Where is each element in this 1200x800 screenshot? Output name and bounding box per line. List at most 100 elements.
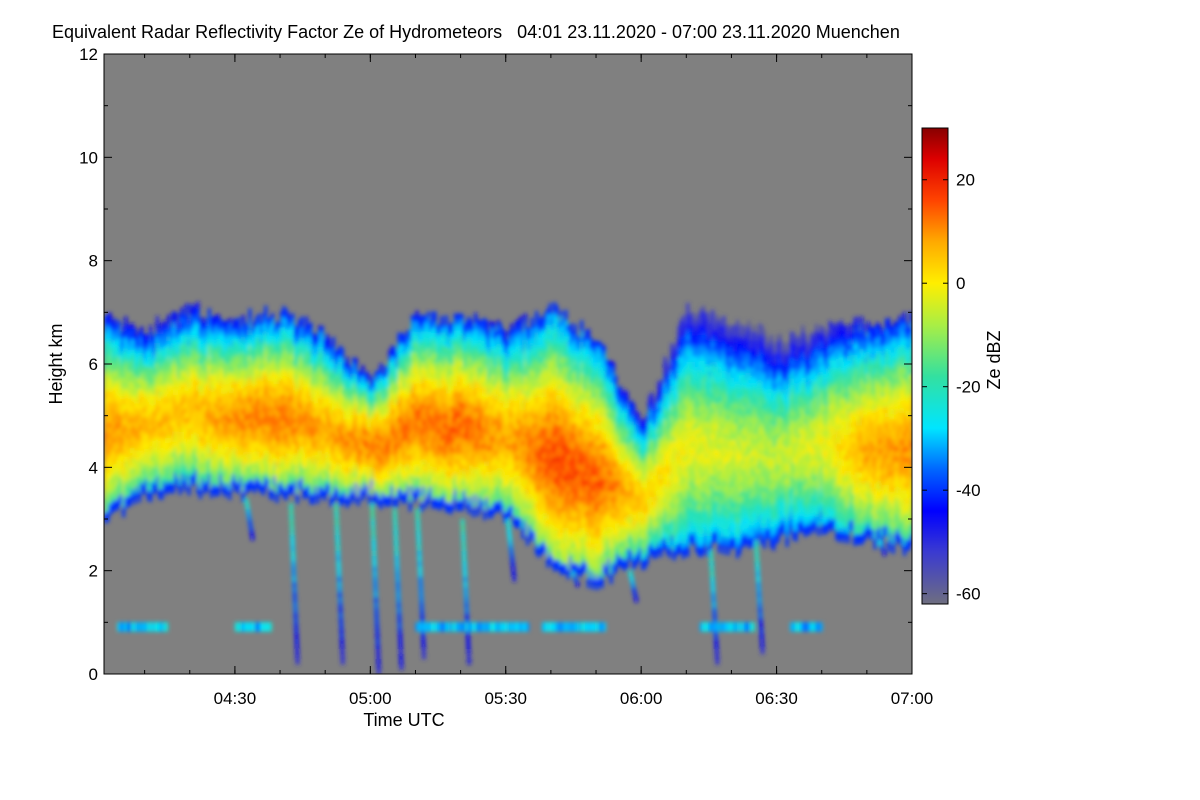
reflectivity-cell: [257, 411, 261, 418]
reflectivity-cell: [205, 454, 209, 461]
reflectivity-cell: [320, 372, 324, 379]
reflectivity-cell: [361, 401, 365, 408]
reflectivity-cell: [300, 337, 304, 344]
reflectivity-cell: [214, 413, 218, 420]
reflectivity-cell: [388, 453, 392, 460]
reflectivity-cell: [381, 465, 385, 472]
reflectivity-cell: [223, 346, 227, 353]
reflectivity-cell: [196, 461, 200, 468]
reflectivity-cell: [271, 416, 275, 423]
reflectivity-cell: [435, 362, 439, 369]
reflectivity-cell: [282, 455, 286, 462]
reflectivity-cell: [158, 379, 162, 386]
reflectivity-cell: [230, 464, 234, 471]
reflectivity-cell: [313, 433, 317, 440]
reflectivity-cell: [268, 492, 272, 499]
reflectivity-cell: [201, 405, 205, 412]
reflectivity-cell: [307, 484, 311, 491]
reflectivity-cell: [440, 471, 444, 478]
reflectivity-cell: [126, 325, 130, 332]
reflectivity-cell: [440, 362, 444, 369]
reflectivity-cell: [232, 406, 236, 413]
reflectivity-cell: [395, 392, 399, 399]
reflectivity-cell: [379, 451, 383, 458]
reflectivity-cell: [438, 349, 442, 356]
reflectivity-cell: [162, 382, 166, 389]
reflectivity-cell: [126, 449, 130, 456]
reflectivity-cell: [203, 483, 207, 489]
reflectivity-cell: [180, 426, 184, 433]
reflectivity-cell: [178, 339, 182, 345]
reflectivity-cell: [431, 347, 435, 354]
reflectivity-cell: [426, 347, 430, 354]
reflectivity-cell: [142, 457, 146, 464]
reflectivity-cell: [386, 366, 390, 373]
reflectivity-cell: [316, 399, 320, 406]
reflectivity-cell: [352, 434, 356, 441]
reflectivity-cell: [194, 303, 198, 310]
reflectivity-cell: [295, 327, 299, 334]
reflectivity-cell: [298, 422, 302, 429]
reflectivity-cell: [347, 374, 351, 381]
reflectivity-cell: [149, 402, 153, 409]
reflectivity-cell: [194, 469, 198, 476]
reflectivity-cell: [390, 397, 394, 404]
reflectivity-cell: [401, 446, 405, 453]
reflectivity-cell: [158, 441, 162, 448]
reflectivity-cell: [142, 468, 146, 475]
reflectivity-cell: [433, 363, 437, 370]
reflectivity-cell: [300, 409, 304, 416]
reflectivity-cell: [325, 478, 329, 485]
reflectivity-cell: [115, 427, 119, 434]
reflectivity-cell: [104, 481, 108, 488]
reflectivity-cell: [214, 490, 218, 497]
reflectivity-cell: [447, 444, 451, 451]
reflectivity-cell: [171, 368, 175, 375]
reflectivity-cell: [210, 414, 214, 421]
reflectivity-cell: [277, 416, 281, 423]
reflectivity-cell: [255, 337, 259, 344]
reflectivity-cell: [435, 502, 439, 509]
reflectivity-cell: [334, 480, 338, 486]
reflectivity-cell: [347, 405, 351, 412]
reflectivity-cell: [228, 447, 232, 454]
reflectivity-cell: [298, 355, 302, 362]
reflectivity-cell: [271, 406, 275, 413]
reflectivity-cell: [422, 366, 426, 373]
reflectivity-cell: [117, 480, 121, 487]
reflectivity-cell: [318, 408, 322, 415]
reflectivity-cell: [140, 383, 144, 390]
reflectivity-cell: [284, 386, 288, 392]
reflectivity-cell: [413, 460, 417, 467]
reflectivity-cell: [329, 469, 333, 476]
reflectivity-cell: [406, 423, 410, 430]
reflectivity-cell: [113, 499, 117, 506]
reflectivity-cell: [113, 473, 117, 480]
reflectivity-cell: [255, 450, 259, 457]
reflectivity-cell: [122, 340, 126, 347]
reflectivity-cell: [395, 500, 399, 507]
reflectivity-cell: [291, 396, 295, 403]
reflectivity-cell: [422, 449, 426, 456]
reflectivity-cell: [146, 339, 150, 346]
reflectivity-cell: [221, 383, 225, 390]
reflectivity-cell: [426, 409, 430, 416]
reflectivity-cell: [237, 446, 241, 453]
reflectivity-cell: [304, 430, 308, 437]
reflectivity-cell: [415, 439, 419, 446]
reflectivity-cell: [365, 438, 369, 445]
reflectivity-cell: [162, 449, 166, 456]
reflectivity-cell: [131, 385, 135, 392]
reflectivity-cell: [237, 369, 241, 375]
reflectivity-cell: [135, 371, 139, 378]
reflectivity-cell: [110, 429, 114, 436]
reflectivity-cell: [347, 498, 351, 505]
reflectivity-cell: [178, 468, 182, 475]
reflectivity-cell: [241, 465, 245, 471]
reflectivity-cell: [318, 465, 322, 472]
reflectivity-cell: [322, 484, 326, 491]
reflectivity-cell: [126, 382, 130, 388]
reflectivity-cell: [388, 443, 392, 449]
reflectivity-cell: [359, 449, 363, 455]
reflectivity-cell: [210, 362, 214, 369]
